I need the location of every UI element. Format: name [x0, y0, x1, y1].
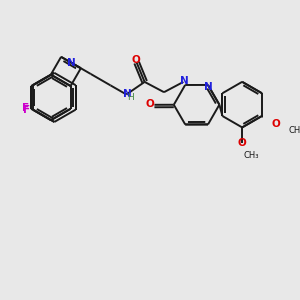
Text: O: O — [131, 55, 140, 65]
Text: CH₃: CH₃ — [288, 126, 300, 135]
Text: N: N — [68, 58, 76, 68]
Text: O: O — [238, 138, 247, 148]
Text: N: N — [123, 88, 132, 99]
Text: CH₃: CH₃ — [244, 152, 260, 160]
Text: N: N — [204, 82, 212, 92]
Text: N: N — [180, 76, 189, 86]
Text: F: F — [22, 103, 29, 113]
Text: O: O — [271, 119, 280, 129]
Text: F: F — [23, 105, 31, 115]
Text: O: O — [146, 99, 154, 109]
Text: H: H — [128, 93, 134, 102]
